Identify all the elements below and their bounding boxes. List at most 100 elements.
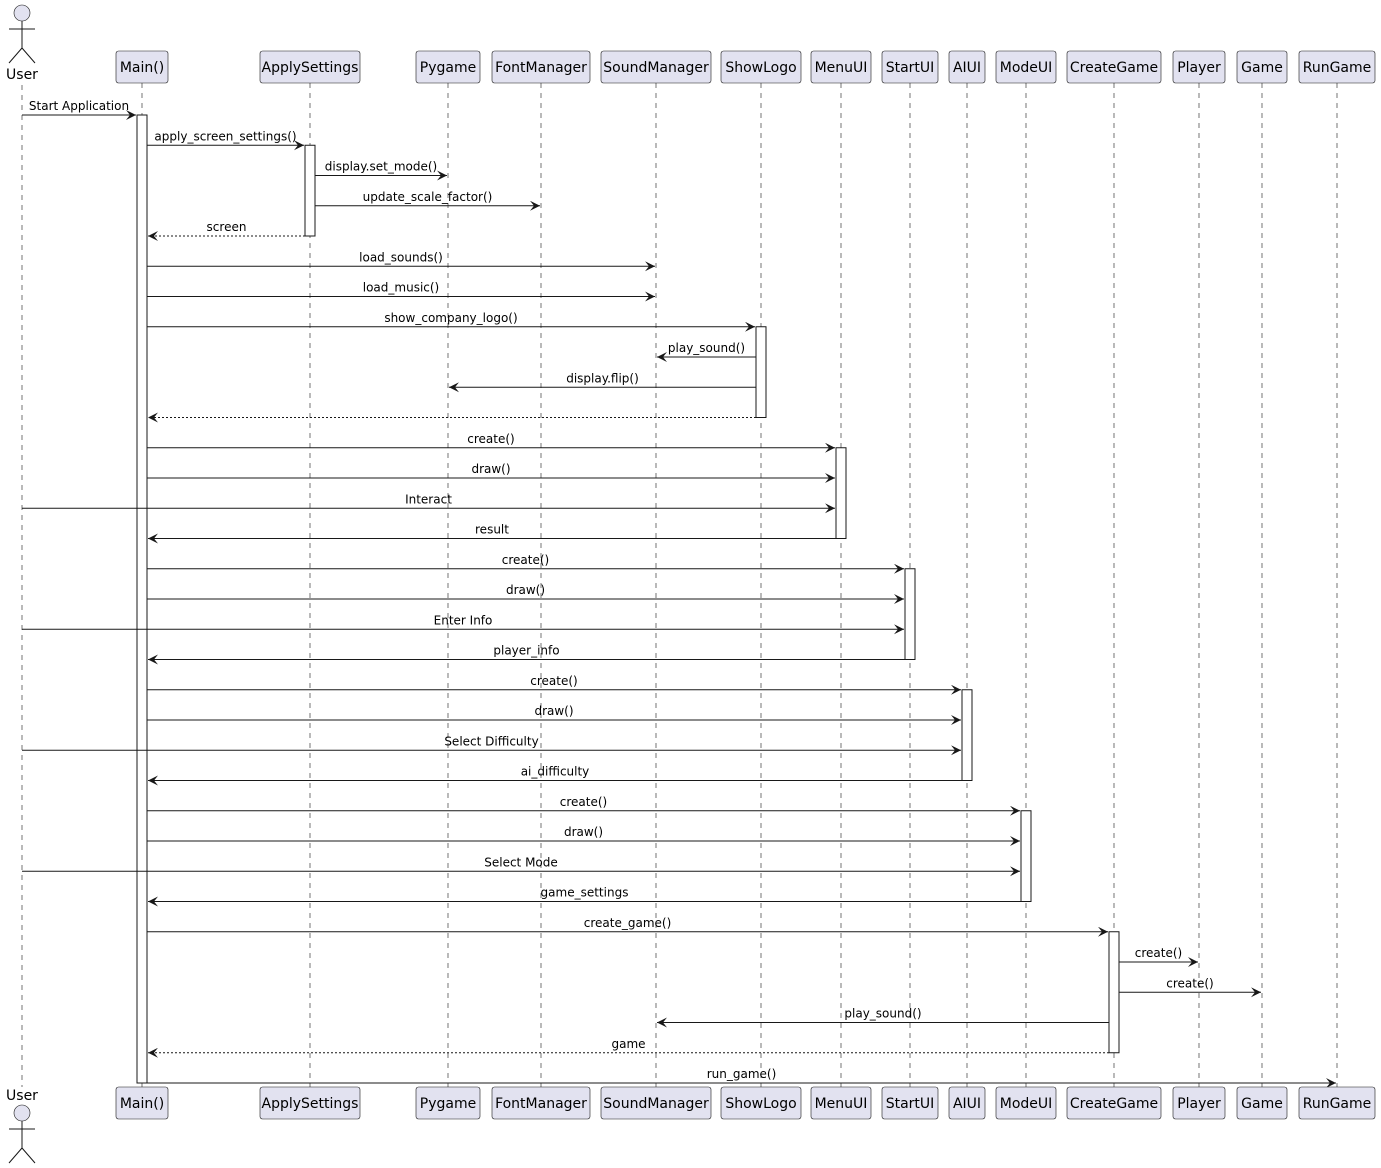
message-21: draw(): [147, 704, 961, 725]
participant-mode-ui-bottom: ModeUI: [995, 1086, 1057, 1120]
participant-show-logo-bottom: ShowLogo: [720, 1086, 802, 1120]
message-22: Select Difficulty: [22, 734, 961, 756]
activation-bar-main: [136, 114, 148, 1084]
message-label: run_game(): [707, 1067, 777, 1081]
message-3: display.set_mode(): [315, 160, 447, 181]
participant-label: RunGame: [1303, 1096, 1372, 1112]
message-label: game_settings: [541, 886, 629, 900]
message-10: display.flip(): [449, 371, 756, 393]
participant-menu-ui-top: MenuUI: [810, 50, 872, 84]
participant-label: CreateGame: [1070, 60, 1158, 76]
participant-player-bottom: Player: [1172, 1086, 1226, 1120]
message-label: play_sound(): [844, 1007, 921, 1021]
message-label: create_game(): [584, 916, 672, 930]
participant-start-ui-top: StartUI: [881, 50, 939, 84]
message-32: game: [148, 1037, 1109, 1058]
participant-label: Game: [1241, 1096, 1283, 1112]
participant-box: [600, 1086, 712, 1120]
message-4: update_scale_factor(): [315, 190, 540, 211]
activation-bar-apply-settings: [304, 144, 316, 237]
actor-user-bottom: User: [6, 1088, 38, 1164]
participant-create-game-bottom: CreateGame: [1066, 1086, 1162, 1120]
message-30: create(): [1119, 976, 1261, 998]
activation-bar-show-logo: [755, 326, 767, 418]
participant-label: Game: [1241, 60, 1283, 76]
participant-player-top: Player: [1172, 50, 1226, 84]
message-label: game: [611, 1037, 645, 1051]
participant-label: SoundManager: [603, 1096, 709, 1112]
message-label: display.set_mode(): [325, 160, 437, 174]
message-label: screen: [207, 220, 247, 234]
participant-label: Main(): [120, 1096, 164, 1112]
participant-label: StartUI: [886, 1096, 935, 1112]
message-8: show_company_logo(): [147, 311, 755, 332]
message-label: draw(): [564, 825, 603, 839]
participant-game-top: Game: [1236, 50, 1288, 84]
message-label: play_sound(): [668, 341, 745, 355]
message-label: Select Difficulty: [444, 734, 538, 748]
participant-box: [1066, 50, 1162, 84]
participant-aiui-top: AIUI: [948, 50, 986, 84]
participant-game-bottom: Game: [1236, 1086, 1288, 1120]
participant-label: SoundManager: [603, 60, 709, 76]
participant-mode-ui-top: ModeUI: [995, 50, 1057, 84]
participant-box: [948, 1086, 986, 1120]
message-label: Start Application: [29, 99, 129, 113]
participant-box: [1298, 1086, 1376, 1120]
participant-box: [491, 50, 591, 84]
message-29: create(): [1119, 946, 1198, 967]
message-label: load_sounds(): [359, 250, 443, 264]
message-27: game_settings: [148, 886, 1021, 907]
message-label: draw(): [471, 462, 510, 476]
message-14: Interact: [22, 492, 835, 514]
messages: Start Application apply_screen_settings()…: [22, 99, 1336, 1088]
message-12: create(): [147, 432, 835, 453]
participant-font-manager-top: FontManager: [491, 50, 591, 84]
participant-menu-ui-bottom: MenuUI: [810, 1086, 872, 1120]
actor-user-top: User: [6, 4, 38, 83]
message-label: create(): [1166, 976, 1213, 990]
participant-label: Player: [1177, 60, 1221, 76]
participant-label: ShowLogo: [725, 1096, 796, 1112]
actor-body-icon: [8, 21, 36, 64]
message-label: create(): [467, 432, 514, 446]
participant-box: [810, 50, 872, 84]
message-13: draw(): [147, 462, 835, 483]
participant-start-ui-bottom: StartUI: [881, 1086, 939, 1120]
message-6: load_sounds(): [147, 250, 655, 272]
participant-box: [600, 50, 712, 84]
participant-label: AIUI: [953, 60, 981, 76]
message-17: draw(): [147, 583, 904, 604]
message-label: player_info: [493, 644, 559, 658]
participants: Main() Main() ApplySettings ApplySettings Py…: [6, 4, 1376, 1164]
participant-box: [1172, 1086, 1226, 1120]
activation-bar-create-game: [1108, 931, 1120, 1054]
message-9: play_sound(): [657, 341, 756, 362]
participant-box: [881, 1086, 939, 1120]
actor-body-icon: [8, 1121, 36, 1164]
message-label: create(): [560, 795, 607, 809]
participant-box: [491, 1086, 591, 1120]
message-label: Interact: [405, 492, 452, 506]
actor-label: User: [6, 67, 38, 83]
participant-run-game-bottom: RunGame: [1298, 1086, 1376, 1120]
participant-label: StartUI: [886, 60, 935, 76]
message-label: load_music(): [363, 281, 440, 295]
message-label: display.flip(): [566, 371, 639, 385]
actor-label: User: [6, 1088, 38, 1104]
participant-box: [720, 50, 802, 84]
message-label: result: [475, 523, 509, 537]
message-label: create(): [530, 674, 577, 688]
participant-apply-settings-bottom: ApplySettings: [259, 1086, 361, 1120]
participant-main-top: Main(): [115, 50, 169, 84]
message-label: show_company_logo(): [384, 311, 517, 325]
participant-box: [115, 50, 169, 84]
participant-aiui-bottom: AIUI: [948, 1086, 986, 1120]
message-label: draw(): [534, 704, 573, 718]
activation-bar-mode-ui: [1020, 810, 1032, 902]
message-label: draw(): [506, 583, 545, 597]
participant-pygame-top: Pygame: [415, 50, 481, 84]
message-19: player_info: [148, 644, 905, 665]
participant-box: [881, 50, 939, 84]
actor-head-icon: [13, 1104, 31, 1122]
